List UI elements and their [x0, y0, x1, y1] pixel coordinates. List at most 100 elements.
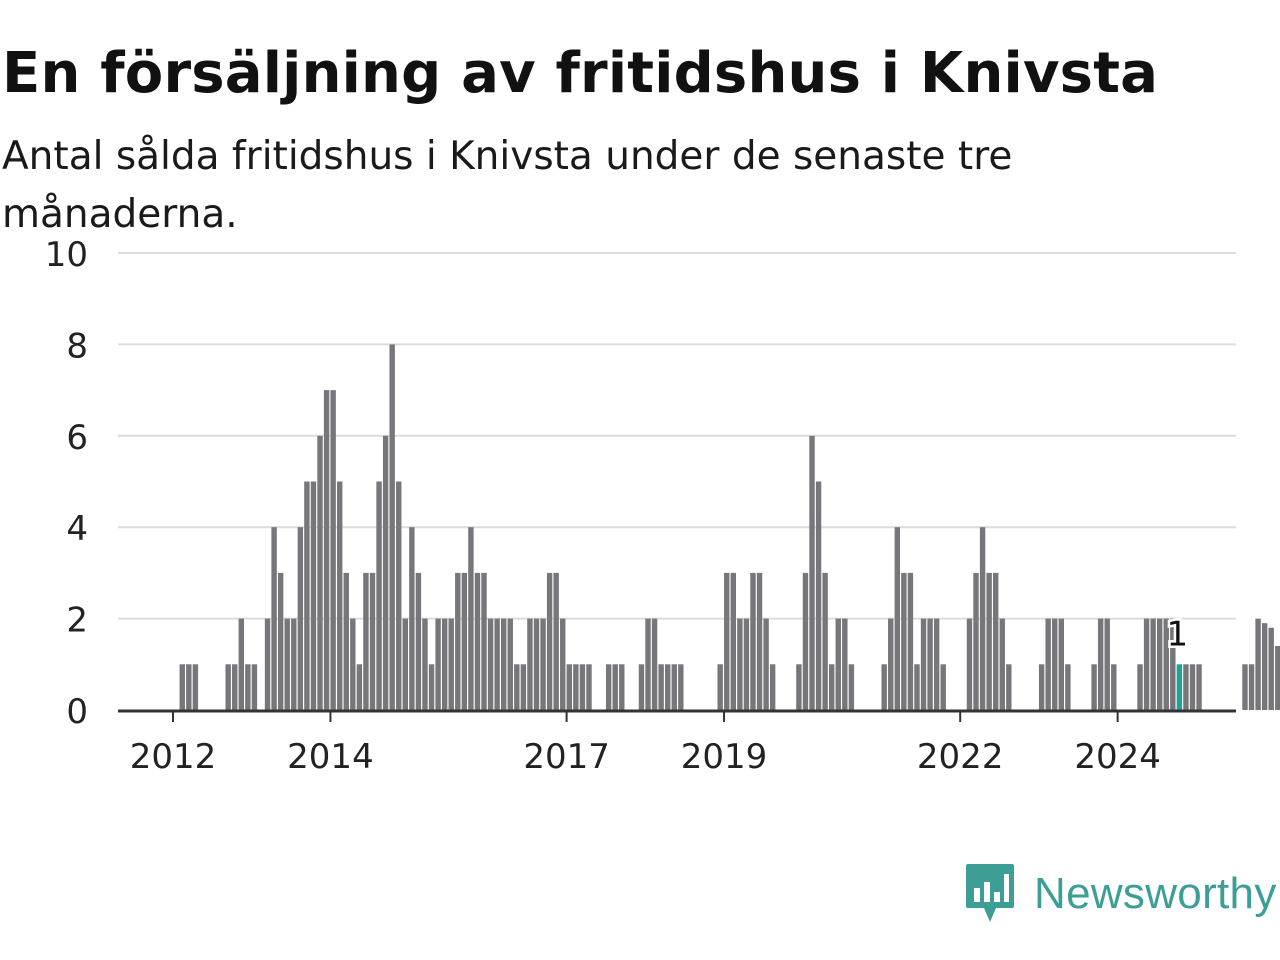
bar	[927, 618, 933, 710]
bar	[481, 572, 487, 710]
bar	[514, 664, 520, 710]
bar	[520, 664, 527, 710]
bar	[973, 572, 979, 710]
bar	[494, 618, 500, 710]
bar	[323, 390, 330, 710]
bar	[1268, 627, 1274, 710]
bar	[743, 618, 750, 710]
bar	[343, 572, 349, 710]
bar	[881, 664, 887, 710]
bar	[579, 664, 586, 710]
bar	[920, 618, 927, 710]
bar	[566, 664, 572, 710]
bar	[435, 618, 441, 710]
bar	[769, 664, 776, 710]
bar	[245, 664, 251, 710]
x-tick-label: 2017	[523, 737, 610, 777]
bar	[1163, 618, 1169, 710]
bar	[835, 618, 841, 710]
bar	[468, 527, 474, 710]
x-axis-ticks: 2012 2014 2017 2019 2022 2024	[130, 712, 1161, 777]
x-tick-label: 2014	[287, 737, 374, 777]
bar	[284, 618, 290, 710]
bar	[612, 664, 618, 710]
bar	[605, 664, 612, 710]
bar	[428, 664, 435, 710]
bar	[809, 435, 815, 710]
bar	[894, 527, 900, 710]
y-tick-label: 2	[66, 601, 88, 641]
bar	[1104, 618, 1110, 710]
bar	[186, 664, 192, 710]
bar	[507, 618, 513, 710]
bar	[455, 572, 461, 710]
bar-chart-speech-bubble-icon	[966, 864, 1014, 922]
bar	[829, 664, 835, 710]
bar	[1091, 664, 1097, 710]
bar	[264, 618, 271, 710]
bar	[573, 664, 579, 710]
bar	[540, 618, 546, 710]
bar	[356, 664, 363, 710]
bar	[999, 618, 1005, 710]
bar	[1255, 618, 1261, 710]
gridlines	[118, 252, 1236, 620]
brand-name: Newsworthy	[1034, 869, 1277, 918]
y-axis-ticks: 0 2 4 6 8 10	[45, 235, 88, 732]
bar	[638, 664, 645, 710]
bar	[901, 572, 907, 710]
bar	[940, 664, 946, 710]
bar	[907, 572, 914, 710]
bar-highlight	[1176, 664, 1183, 710]
bar	[848, 664, 855, 710]
bar	[533, 618, 540, 710]
bar	[888, 618, 894, 710]
bar	[1143, 618, 1150, 710]
bar	[251, 664, 258, 710]
bar	[304, 481, 310, 710]
y-tick-label: 6	[66, 418, 88, 458]
bar	[763, 618, 769, 710]
bar	[665, 664, 671, 710]
bar	[1045, 618, 1051, 710]
bar	[422, 618, 428, 710]
x-tick-label: 2024	[1074, 737, 1161, 777]
bar	[546, 572, 553, 710]
bar	[678, 664, 684, 710]
bar	[658, 664, 664, 710]
bar	[1261, 623, 1268, 710]
bar	[737, 618, 743, 710]
bar	[645, 618, 651, 710]
data-labels: 1	[1164, 612, 1191, 657]
bar	[586, 664, 592, 710]
bar	[993, 572, 999, 710]
bar	[277, 572, 284, 710]
data-label: 1	[1167, 614, 1189, 654]
bar	[396, 481, 402, 710]
bar	[1157, 618, 1163, 710]
bar	[238, 618, 244, 710]
bar	[415, 572, 422, 710]
bars	[179, 344, 1280, 710]
bar	[1150, 618, 1156, 710]
bar	[369, 572, 376, 710]
bar	[474, 572, 481, 710]
x-tick-label: 2019	[681, 737, 768, 777]
bar	[271, 527, 277, 710]
bar	[724, 572, 730, 710]
bar	[802, 572, 809, 710]
bar	[1006, 664, 1012, 710]
bar	[501, 618, 507, 710]
x-tick-label: 2022	[917, 737, 1004, 777]
bar-chart: 0 2 4 6 8 10 2012 2014 2017 2019 2022 2024 1	[45, 235, 1280, 777]
bar	[461, 572, 468, 710]
bar	[1052, 618, 1058, 710]
bar	[487, 618, 494, 710]
bar	[192, 664, 199, 710]
y-tick-label: 4	[66, 509, 88, 549]
bar	[815, 481, 822, 710]
bar	[986, 572, 992, 710]
bar	[1111, 664, 1117, 710]
bar	[1170, 618, 1176, 710]
bar	[441, 618, 448, 710]
